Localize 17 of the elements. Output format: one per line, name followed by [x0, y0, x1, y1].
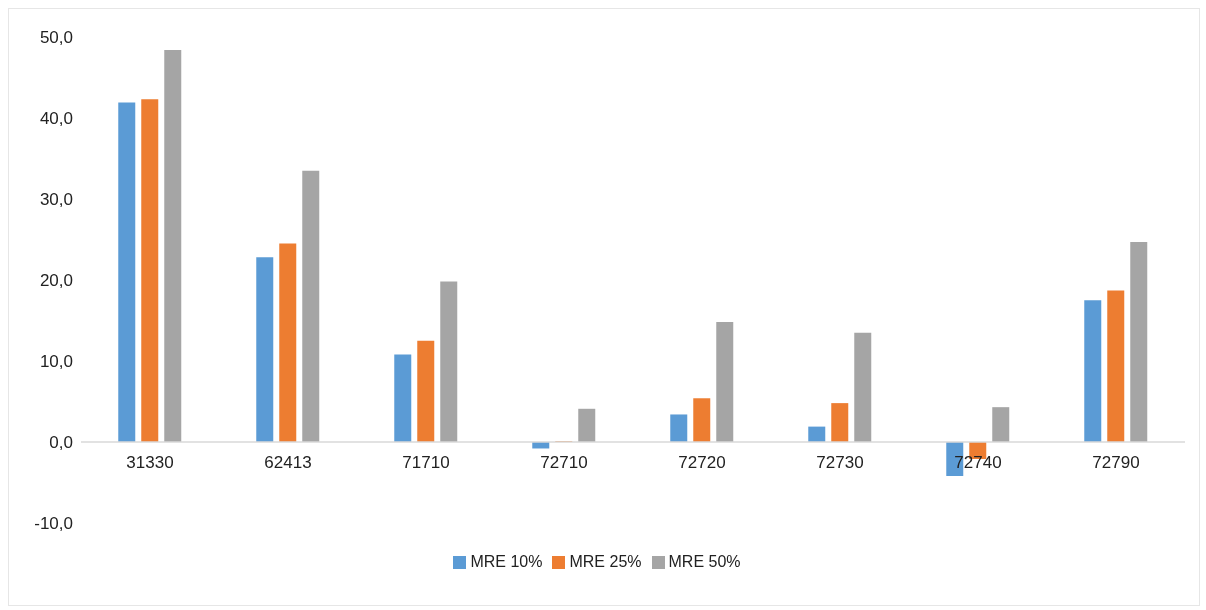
legend-label: MRE 10%: [470, 553, 543, 570]
x-tick-label: 72720: [678, 453, 726, 472]
y-tick-label: 40,0: [39, 109, 73, 129]
x-tick-label: 71710: [402, 453, 450, 472]
y-tick-label: 20,0: [39, 271, 73, 291]
x-tick-label: 72730: [816, 453, 864, 472]
x-tick-label: 72710: [540, 453, 588, 472]
legend-label: MRE 50%: [668, 553, 741, 570]
x-tick-label: 72790: [1092, 453, 1140, 472]
y-tick-label: -10,0: [34, 514, 73, 534]
y-tick-label: 50,0: [39, 28, 73, 48]
y-tick-label: 10,0: [39, 352, 73, 372]
legend-label: MRE 25%: [569, 553, 642, 570]
x-tick-label: 31330: [126, 453, 174, 472]
x-tick-label: 62413: [264, 453, 312, 472]
y-tick-label: 30,0: [39, 190, 73, 210]
y-tick-label: 0,0: [49, 433, 73, 453]
